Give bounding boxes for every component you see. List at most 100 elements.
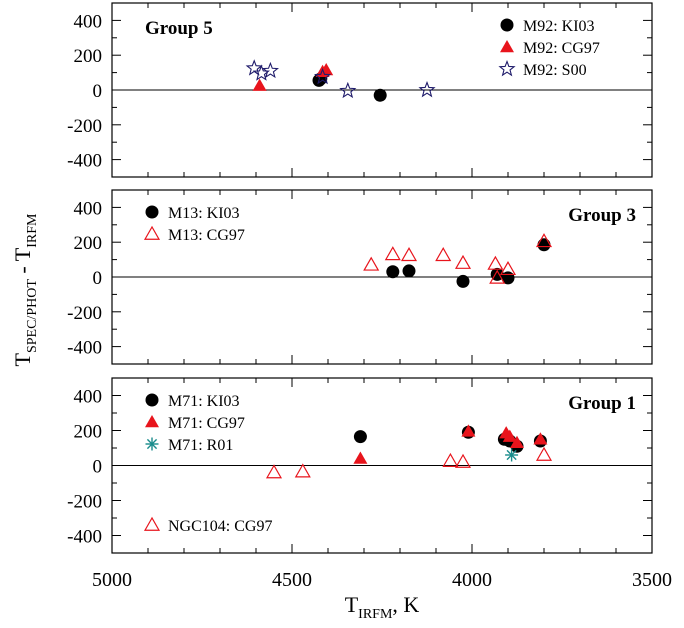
y-axis-label-sub1: SPEC/PHOT	[25, 279, 40, 353]
series-m71-cg97	[353, 424, 548, 464]
series-ngc104-cg97	[265, 446, 553, 479]
y-tick-label: 0	[93, 268, 103, 289]
legend: M71: KI03 M71: CG97 M71: R01 NGC104: CG97	[143, 393, 272, 535]
x-tick-label: 4500	[272, 569, 312, 591]
y-tick-label: 0	[93, 81, 103, 102]
group-label: Group 5	[145, 18, 213, 39]
legend-label: NGC104: CG97	[168, 518, 272, 535]
legend-label: M71: KI03	[168, 393, 240, 410]
data-point	[339, 81, 357, 99]
data-point	[461, 424, 476, 437]
data-point	[384, 246, 401, 261]
y-tick-label: -200	[67, 303, 102, 324]
legend-marker	[498, 59, 516, 77]
group-label: Group 1	[568, 393, 636, 414]
data-point	[535, 446, 553, 461]
panel-group-3: 400 200 0 -200 -400 Group 3 M13: KI03 M13: CG97	[67, 189, 653, 365]
y-tick-label: -200	[67, 492, 102, 513]
group-label: Group 3	[568, 205, 636, 226]
legend-item-m92-ki03: M92: KI03	[500, 18, 595, 35]
y-tick-label: 200	[74, 233, 103, 254]
legend-item-m71-r01: M71: R01	[145, 437, 233, 454]
data-point	[363, 256, 380, 271]
y-axis-label: TSPEC/PHOT - TIRFM	[10, 213, 40, 367]
legend-marker	[145, 205, 159, 219]
data-point	[537, 238, 551, 252]
data-point	[265, 464, 283, 479]
y-tick-label: -200	[67, 116, 102, 137]
data-point	[535, 233, 553, 248]
legend-label: M92: CG97	[523, 40, 600, 57]
panel-group-1: 400 200 0 -200 -400 Group 1 M71: KI03 M71: CG97…	[67, 377, 653, 554]
y-axis-label-t1: T	[10, 352, 35, 366]
data-point	[505, 448, 519, 462]
data-point	[294, 463, 311, 478]
data-point	[489, 269, 506, 284]
legend-label: M13: KI03	[168, 205, 240, 222]
data-point	[510, 435, 524, 448]
data-point	[499, 260, 517, 276]
legend-marker	[500, 18, 514, 32]
x-axis-label-main: T	[345, 592, 359, 617]
chart-panels: 400 200 0 -200 -400 Group 5 M92: KI03 M92: CG97…	[67, 2, 653, 554]
legend-marker	[145, 393, 159, 407]
data-point	[261, 61, 279, 79]
y-tick-label: 400	[74, 387, 103, 408]
y-axis-label-mid: - T	[10, 247, 35, 279]
y-tick-label: -400	[67, 338, 102, 359]
data-point	[435, 247, 452, 262]
data-point	[353, 430, 367, 444]
data-point	[245, 59, 263, 76]
data-point	[353, 451, 368, 464]
data-point	[418, 80, 436, 98]
legend-marker	[145, 415, 159, 428]
data-point	[442, 452, 459, 467]
legend-marker	[143, 225, 161, 240]
data-point	[456, 274, 470, 288]
legend-label: M71: CG97	[168, 415, 245, 432]
legend: M92: KI03 M92: CG97 M92: S00	[498, 18, 600, 79]
legend-item-m71-ki03: M71: KI03	[145, 393, 240, 410]
data-point	[502, 429, 517, 442]
x-axis-label-rest: , K	[392, 592, 419, 617]
x-axis-label-sub: IRFM	[358, 607, 393, 622]
series-m71-r01	[505, 448, 519, 462]
data-point	[319, 62, 334, 76]
y-tick-label: 400	[74, 11, 103, 32]
y-tick-label: -400	[67, 151, 102, 172]
legend-item-m92-s00: M92: S00	[498, 59, 587, 79]
legend-marker	[145, 437, 159, 451]
legend-label: M13: CG97	[168, 227, 245, 244]
y-tick-label: 0	[93, 457, 103, 478]
x-tick-label: 5000	[92, 569, 132, 591]
data-point	[314, 67, 332, 85]
legend-item-m13-cg97: M13: CG97	[143, 225, 245, 244]
data-point	[386, 265, 400, 279]
x-tick-label: 3500	[632, 569, 672, 591]
legend-item-m71-cg97: M71: CG97	[145, 415, 245, 432]
legend-marker	[143, 516, 161, 531]
x-tick-label: 4000	[452, 569, 492, 591]
y-axis-label-sub2: IRFM	[25, 213, 40, 248]
data-point	[402, 264, 416, 278]
data-point	[373, 88, 387, 102]
legend-label: M92: S00	[523, 62, 587, 79]
data-point	[454, 453, 472, 468]
y-tick-label: 400	[74, 198, 103, 219]
legend-item-ngc104-cg97: NGC104: CG97	[143, 516, 272, 535]
y-tick-label: -400	[67, 527, 102, 548]
data-point	[252, 78, 267, 91]
legend-label: M71: R01	[168, 437, 233, 454]
data-point	[400, 247, 418, 262]
panel-group-5: 400 200 0 -200 -400 Group 5 M92: KI03 M92: CG97…	[67, 2, 653, 178]
legend-label: M92: KI03	[523, 18, 595, 35]
data-point	[533, 432, 548, 445]
series-m13-ki03	[386, 238, 551, 288]
data-point	[454, 254, 472, 269]
series-m92-s00	[245, 59, 436, 99]
legend-item-m92-cg97: M92: CG97	[500, 40, 600, 57]
legend-item-m13-ki03: M13: KI03	[145, 205, 240, 222]
legend-marker	[500, 40, 514, 53]
series-m13-cg97	[363, 233, 553, 284]
